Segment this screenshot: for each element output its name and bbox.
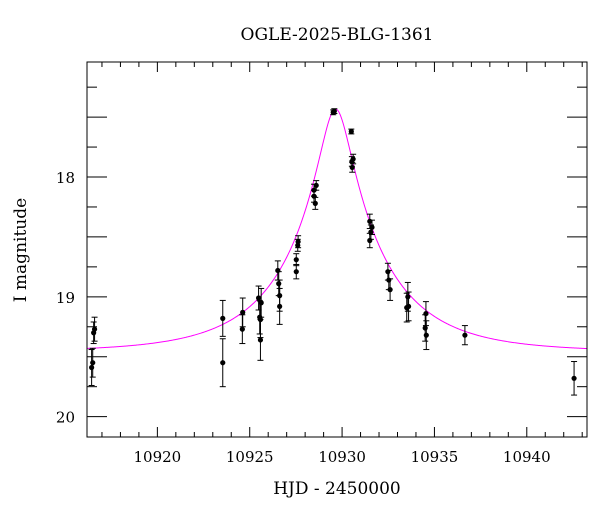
data-point	[387, 278, 394, 301]
data-marker	[90, 360, 96, 366]
data-marker	[313, 182, 319, 189]
data-point	[571, 361, 578, 396]
data-marker	[405, 294, 411, 300]
data-point	[312, 196, 319, 210]
y-tick-label: 20	[56, 409, 75, 427]
data-point	[293, 263, 300, 280]
data-point	[89, 347, 96, 378]
data-marker	[423, 310, 429, 317]
data-point	[331, 108, 338, 115]
x-axis-label: HJD - 2450000	[273, 479, 401, 499]
data-marker	[367, 237, 373, 244]
data-marker	[295, 239, 301, 245]
data-marker	[220, 315, 226, 321]
data-point	[239, 314, 246, 345]
data-point	[293, 253, 300, 267]
data-point	[313, 180, 320, 191]
data-point	[88, 349, 95, 386]
data-marker	[368, 229, 374, 235]
data-point	[348, 128, 355, 135]
data-point	[311, 189, 318, 203]
data-marker	[462, 332, 468, 338]
y-tick-label: 18	[56, 169, 75, 187]
data-marker	[277, 303, 283, 310]
data-point	[219, 338, 226, 388]
model-curve	[86, 108, 588, 350]
data-marker	[275, 267, 281, 274]
data-point	[350, 153, 357, 165]
data-marker	[311, 193, 317, 199]
data-point	[461, 325, 468, 346]
chart-title: OGLE-2025-BLG-1361	[241, 25, 434, 45]
plot-frame	[86, 61, 588, 438]
data-marker	[240, 309, 246, 315]
x-tick-label: 10925	[226, 448, 274, 466]
data-marker	[385, 269, 391, 275]
data-point	[366, 232, 373, 249]
data-marker	[369, 224, 375, 230]
data-marker	[423, 332, 429, 338]
data-marker	[258, 300, 264, 306]
data-point	[91, 316, 98, 342]
data-point	[405, 291, 412, 322]
data-marker	[350, 156, 356, 162]
data-point	[90, 321, 97, 345]
data-marker	[91, 326, 98, 332]
x-tick-label: 10940	[503, 448, 551, 466]
x-tick-label: 10920	[134, 448, 182, 466]
data-marker	[276, 281, 282, 287]
data-point	[257, 319, 264, 361]
data-marker	[293, 257, 299, 263]
data-marker	[422, 325, 428, 331]
data-marker	[239, 326, 245, 332]
y-axis-label: I magnitude	[11, 198, 31, 302]
data-marker	[89, 364, 95, 371]
data-marker	[293, 269, 299, 275]
data-point	[423, 320, 430, 351]
x-tick-label: 10930	[318, 448, 366, 466]
data-point	[276, 287, 283, 325]
data-marker	[386, 277, 392, 283]
data-marker	[571, 375, 577, 381]
data-marker	[255, 295, 262, 301]
data-marker	[257, 337, 264, 343]
data-point	[295, 235, 302, 249]
data-point	[369, 219, 376, 236]
data-marker	[220, 360, 226, 366]
data-marker	[312, 200, 318, 206]
data-marker	[331, 108, 337, 114]
y-tick-label: 19	[56, 289, 75, 307]
data-marker	[348, 128, 354, 135]
data-marker	[349, 164, 355, 171]
data-marker	[387, 287, 393, 293]
data-point	[384, 262, 391, 281]
x-tick-label: 10935	[411, 448, 459, 466]
data-marker	[405, 303, 412, 310]
data-point	[219, 299, 226, 337]
data-point	[258, 287, 265, 318]
